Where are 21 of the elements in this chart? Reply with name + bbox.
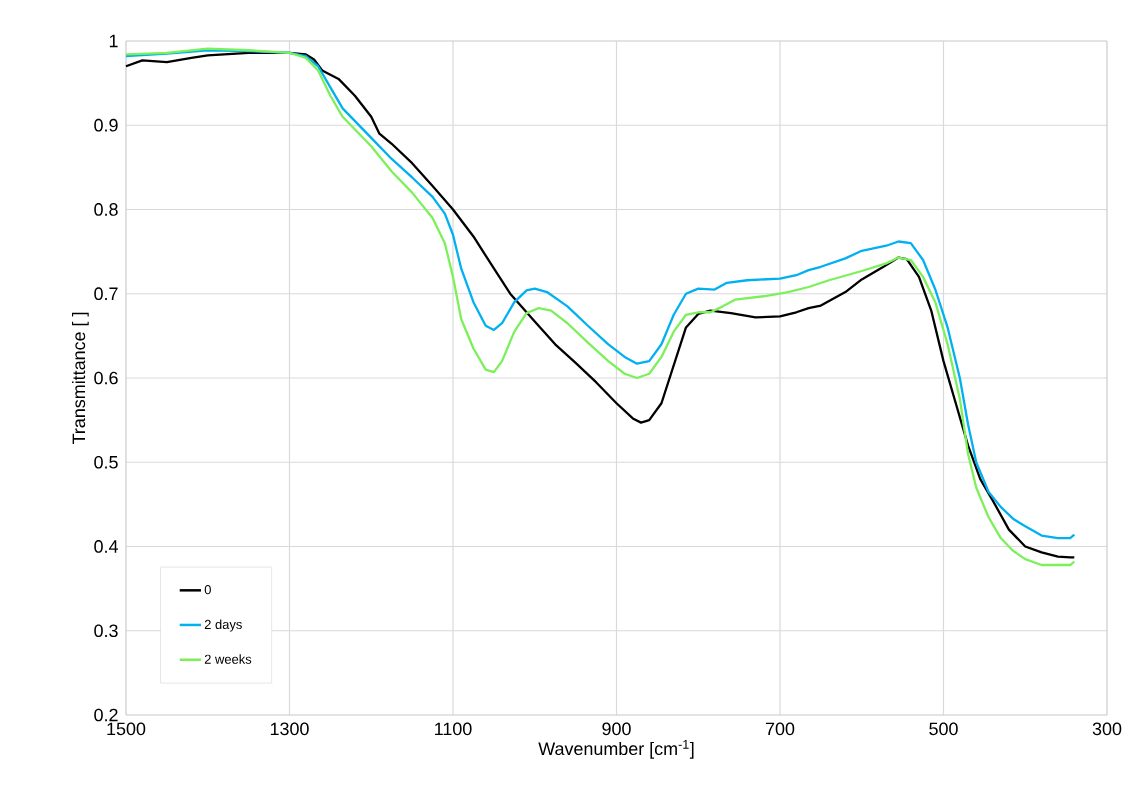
legend-label: 0 <box>204 585 211 595</box>
x-axis-title: Wavenumber [cm$^{-1}$] <box>538 740 694 759</box>
y-tick-label: 0.4 <box>94 540 118 553</box>
y-tick-label: 0.8 <box>94 203 118 216</box>
y-tick-label: 0.6 <box>94 371 118 385</box>
y-axis-title: Transmittance [ ] <box>71 312 89 445</box>
y-tick-label: 0.3 <box>94 624 118 638</box>
x-tick-label: 1500 <box>107 722 146 736</box>
y-tick-label: 0.2 <box>94 708 118 722</box>
x-tick-label: 500 <box>929 722 958 736</box>
y-tick-label: 0.9 <box>94 118 118 132</box>
legend-label: 2 days <box>204 619 242 632</box>
x-tick-label: 900 <box>602 722 631 736</box>
y-tick-label: 1 <box>109 34 118 48</box>
y-tick-label: 0.7 <box>94 287 118 301</box>
x-tick-label: 1300 <box>270 722 309 736</box>
legend-label: 2 weeks <box>204 654 252 664</box>
x-tick-label: 300 <box>1092 722 1122 736</box>
x-tick-label: 700 <box>765 722 795 736</box>
x-tick-label: 1100 <box>435 722 472 736</box>
y-tick-label: 0.5 <box>94 455 118 469</box>
